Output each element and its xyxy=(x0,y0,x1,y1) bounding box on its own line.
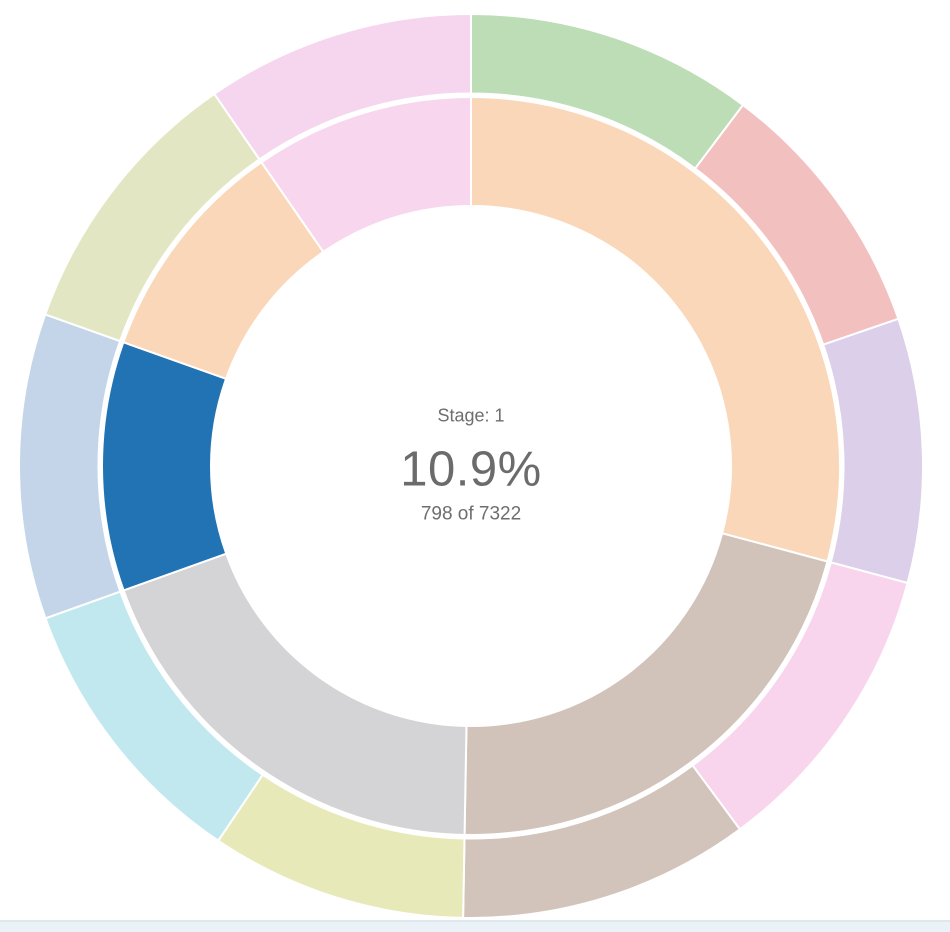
bottom-panel-edge xyxy=(0,920,950,932)
sunburst-segment-inner-inner-6[interactable] xyxy=(260,95,472,254)
sunburst-segment-inner-inner-2[interactable] xyxy=(463,532,829,836)
sunburst-segment-outer-outer-10[interactable] xyxy=(212,12,472,161)
sunburst-segment-inner-inner-1[interactable] xyxy=(470,95,841,563)
sunburst-segment-inner-inner-4-selected[interactable] xyxy=(101,340,228,592)
